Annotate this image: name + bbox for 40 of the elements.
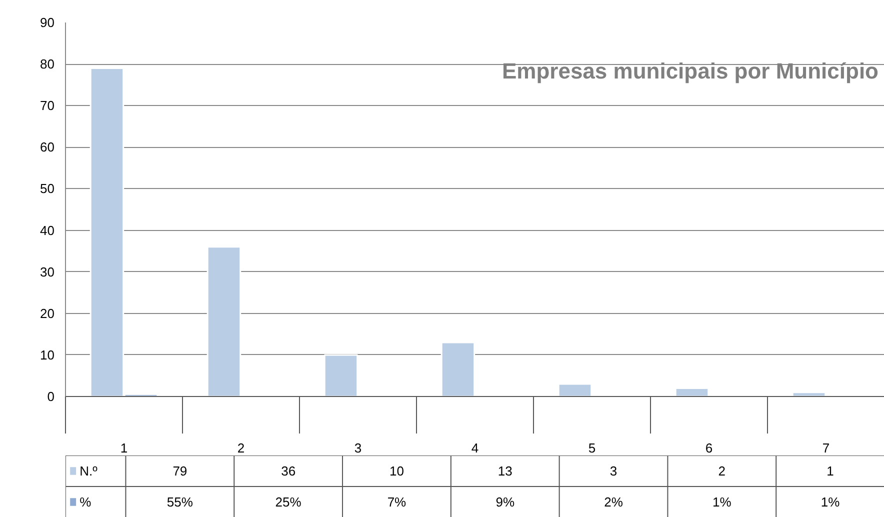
legend-label: %	[80, 494, 92, 510]
legend-label: N.º	[80, 464, 98, 478]
data-label: 3	[610, 464, 618, 478]
data-label: 25%	[275, 494, 302, 510]
bar	[558, 383, 592, 396]
y-tick-label: 50	[40, 181, 55, 196]
x-tick-label: 2	[237, 440, 245, 456]
x-tick-label: 3	[354, 440, 362, 456]
y-tick-label: 20	[40, 306, 55, 321]
y-tick-label: 80	[40, 56, 55, 72]
data-label: 36	[281, 464, 296, 478]
data-label: 9%	[496, 494, 515, 510]
x-tick-label: 4	[471, 440, 479, 456]
data-label: 1%	[712, 494, 732, 510]
bar	[206, 246, 242, 396]
y-tick-label: 30	[40, 264, 55, 280]
data-label: 13	[498, 464, 512, 478]
y-tick-label: 60	[40, 140, 55, 155]
y-tick-label: 0	[47, 389, 55, 404]
data-label: 55%	[166, 494, 194, 510]
x-tick-label: 6	[705, 440, 713, 456]
text: Empresas municipais por Município	[502, 58, 879, 84]
y-tick-label: 10	[40, 347, 55, 362]
x-tick-label: 5	[588, 440, 596, 456]
data-label: 2%	[604, 494, 624, 510]
bar	[324, 354, 358, 396]
data-label: 7%	[387, 494, 407, 510]
data-label: 79	[172, 464, 188, 478]
y-tick-label: 90	[40, 15, 55, 30]
y-tick-label: 40	[40, 222, 55, 238]
data-label: 1	[826, 464, 834, 478]
bar	[440, 342, 476, 396]
x-tick-label: 1	[120, 440, 128, 456]
y-tick-label: 70	[40, 98, 55, 114]
bar	[674, 387, 710, 396]
x-tick-label: 7	[822, 440, 830, 456]
data-label: 10	[389, 464, 404, 478]
bar	[792, 392, 826, 396]
data-label: 1%	[820, 494, 840, 510]
data-label: 2	[718, 464, 726, 478]
